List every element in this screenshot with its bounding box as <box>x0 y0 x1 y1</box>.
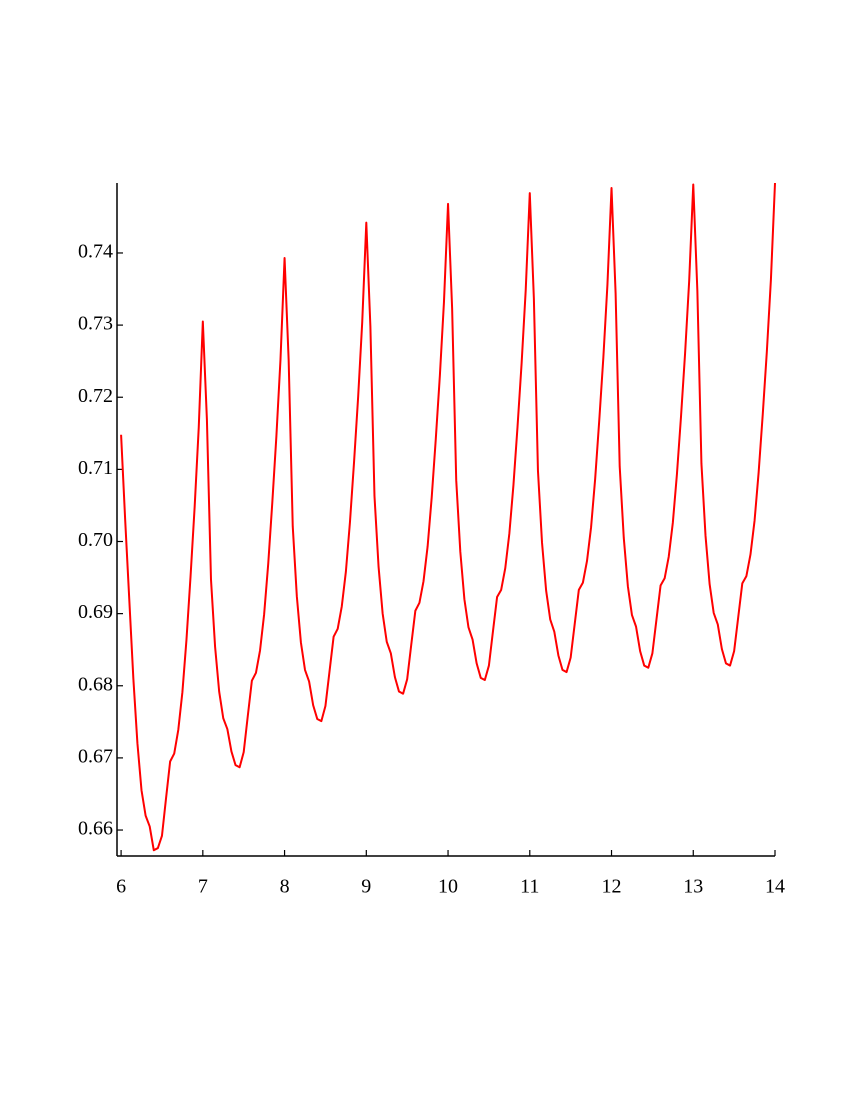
x-tick-label: 7 <box>198 876 208 898</box>
y-tick-label: 0.70 <box>78 529 113 551</box>
x-tick-label: 10 <box>438 876 458 898</box>
y-tick-label: 0.68 <box>78 673 113 695</box>
y-tick-label: 0.69 <box>78 601 113 623</box>
y-tick-label: 0.67 <box>78 745 113 767</box>
x-tick-label: 11 <box>520 876 539 898</box>
y-tick-label: 0.71 <box>78 457 113 479</box>
x-tick-label: 14 <box>765 876 785 898</box>
y-tick-label: 0.72 <box>78 385 113 407</box>
x-tick-label: 6 <box>116 876 126 898</box>
x-tick-label: 13 <box>683 876 703 898</box>
x-tick-label: 8 <box>280 876 290 898</box>
x-tick-label: 12 <box>602 876 622 898</box>
line-series <box>120 182 776 852</box>
y-tick-label: 0.66 <box>78 818 113 840</box>
x-tick-label: 9 <box>361 876 371 898</box>
y-tick-label: 0.74 <box>78 241 113 263</box>
y-tick-label: 0.73 <box>78 313 113 335</box>
